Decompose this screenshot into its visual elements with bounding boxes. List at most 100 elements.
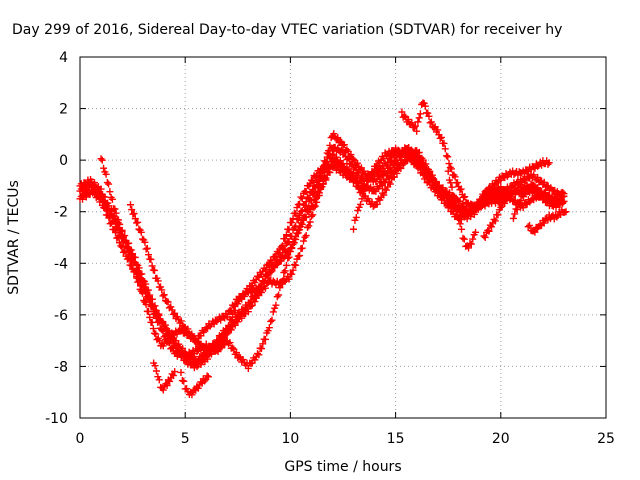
data-point <box>497 183 505 191</box>
data-point <box>124 247 132 255</box>
data-point <box>350 170 358 178</box>
data-point <box>431 178 439 186</box>
data-point <box>350 178 358 186</box>
data-point <box>459 234 467 242</box>
data-point <box>236 310 244 318</box>
data-point <box>457 185 465 193</box>
data-point <box>281 267 289 275</box>
data-point <box>101 198 109 206</box>
data-point <box>158 286 166 294</box>
data-point <box>444 153 452 161</box>
data-point <box>305 202 313 210</box>
data-point <box>518 179 526 187</box>
data-point <box>260 278 268 286</box>
data-point <box>531 228 539 236</box>
data-point <box>296 252 304 260</box>
data-point <box>445 160 453 168</box>
data-point <box>186 331 194 339</box>
data-point <box>225 339 233 347</box>
data-point <box>421 102 429 110</box>
data-point <box>540 178 548 186</box>
data-point <box>288 270 296 278</box>
data-point <box>202 349 210 357</box>
data-point <box>560 190 568 198</box>
x-tick-label: 15 <box>387 431 405 447</box>
data-point <box>148 303 156 311</box>
data-point <box>133 272 141 280</box>
data-point <box>288 219 296 227</box>
data-point <box>340 141 348 149</box>
data-point <box>434 126 442 134</box>
data-point <box>276 284 284 292</box>
data-point <box>386 150 394 158</box>
data-point <box>169 372 177 380</box>
data-point <box>303 224 311 232</box>
data-point <box>332 135 340 143</box>
data-point <box>536 221 544 229</box>
data-point <box>130 210 138 218</box>
data-point <box>414 118 422 126</box>
data-point <box>399 148 407 156</box>
data-point <box>434 183 442 191</box>
data-point <box>214 348 222 356</box>
data-point <box>562 208 570 216</box>
data-point <box>285 275 293 283</box>
data-point <box>339 160 347 168</box>
data-point <box>290 224 298 232</box>
data-point <box>178 377 186 385</box>
data-point <box>353 159 361 167</box>
data-point <box>106 188 114 196</box>
data-point <box>490 215 498 223</box>
data-point <box>448 183 456 191</box>
data-point <box>102 170 110 178</box>
data-point <box>309 211 317 219</box>
data-point <box>259 277 267 285</box>
data-point <box>449 192 457 200</box>
data-point <box>273 293 281 301</box>
data-point <box>317 173 325 181</box>
data-point <box>530 171 538 179</box>
data-point <box>177 368 185 376</box>
data-point <box>257 345 265 353</box>
data-point <box>122 237 130 245</box>
y-tick-label: -6 <box>54 308 68 324</box>
data-point <box>264 261 272 269</box>
data-point <box>354 206 362 214</box>
data-point <box>494 211 502 219</box>
data-point <box>511 210 519 218</box>
data-point <box>411 122 419 130</box>
data-point <box>544 160 552 168</box>
data-point <box>294 215 302 223</box>
data-point <box>142 300 150 308</box>
data-point <box>149 325 157 333</box>
data-point <box>357 200 365 208</box>
data-point <box>108 211 116 219</box>
data-point <box>280 269 288 277</box>
data-point <box>246 299 254 307</box>
data-point <box>332 153 340 161</box>
data-point <box>268 316 276 324</box>
data-point <box>411 148 419 156</box>
data-point <box>148 318 156 326</box>
data-point <box>325 147 333 155</box>
data-point <box>139 289 147 297</box>
data-point <box>204 355 212 363</box>
data-point <box>526 221 534 229</box>
data-point <box>302 206 310 214</box>
data-point <box>347 151 355 159</box>
data-point <box>467 240 475 248</box>
data-point <box>113 225 121 233</box>
data-point <box>152 367 160 375</box>
data-point <box>197 341 205 349</box>
data-point <box>452 203 460 211</box>
data-point <box>160 291 168 299</box>
data-point <box>151 266 159 274</box>
data-point <box>90 184 98 192</box>
data-point <box>116 220 124 228</box>
data-point <box>373 162 381 170</box>
data-point <box>472 228 480 236</box>
data-point <box>481 233 489 241</box>
data-point <box>146 313 154 321</box>
data-point <box>382 186 390 194</box>
data-point <box>455 214 463 222</box>
